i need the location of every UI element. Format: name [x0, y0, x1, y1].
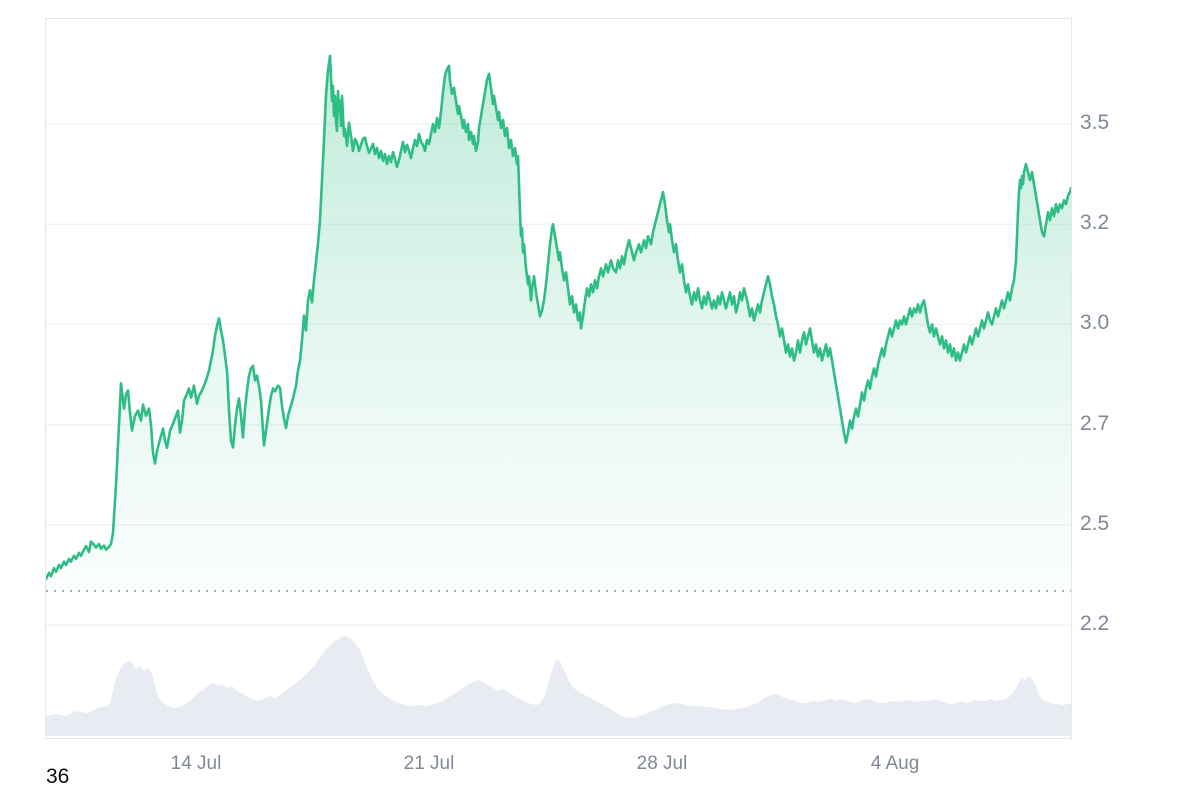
x-axis-label: 21 Jul — [403, 753, 455, 774]
page-footnote: 36 — [46, 765, 70, 788]
y-axis-label: 2.2 — [1080, 612, 1110, 635]
y-axis-label: 2.5 — [1080, 511, 1110, 535]
x-axis-label: 14 Jul — [170, 753, 222, 774]
y-axis-label: 3.2 — [1080, 211, 1110, 235]
price-line — [46, 54, 1071, 581]
y-axis-label: 2.7 — [1080, 411, 1110, 435]
x-axis-label: 4 Aug — [870, 753, 920, 774]
y-axis-label: 3.5 — [1080, 111, 1110, 134]
volume-area — [46, 636, 1071, 736]
price-chart-plot-area[interactable] — [46, 19, 1071, 738]
x-axis-label: 28 Jul — [636, 753, 688, 774]
price-area-fill — [46, 55, 1071, 591]
y-axis-label: 3.0 — [1080, 311, 1110, 335]
chart-card — [45, 18, 1072, 739]
